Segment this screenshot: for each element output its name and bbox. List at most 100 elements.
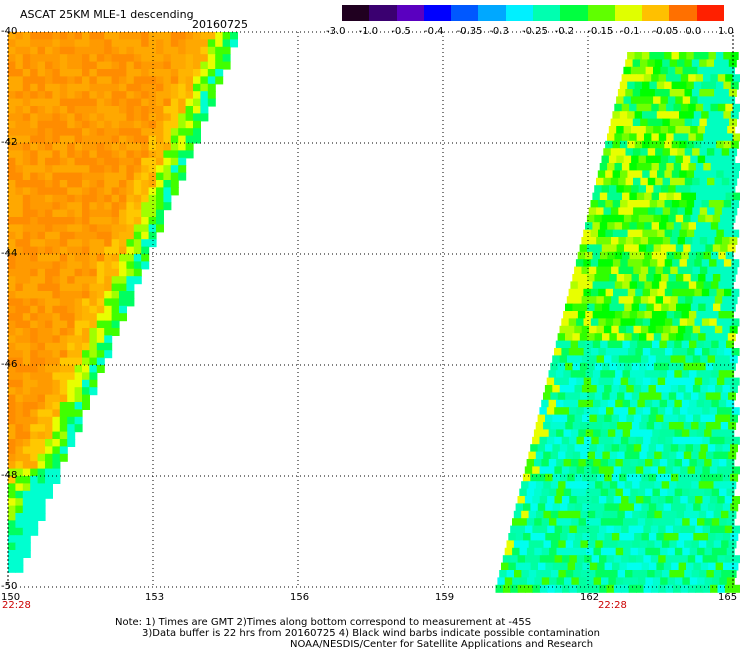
swath-cell (626, 355, 635, 364)
swath-cell (634, 170, 643, 179)
swath-cell (59, 298, 68, 307)
swath-cell (705, 185, 714, 194)
swath-cell (670, 207, 679, 216)
swath-cell (607, 370, 616, 379)
swath-cell (15, 298, 24, 307)
swath-cell (637, 459, 646, 467)
swath-cell (606, 407, 614, 416)
swath-cell (30, 268, 39, 277)
swath-cell (625, 570, 633, 578)
swath-cell (74, 46, 83, 55)
swath-cell (82, 194, 90, 203)
swath-cell (688, 311, 697, 319)
swath-cell (590, 200, 599, 208)
swath-cell (550, 422, 559, 430)
swath-cell (8, 194, 16, 203)
swath-cell (701, 52, 710, 60)
swath-cell (652, 547, 661, 556)
swath-cell (193, 128, 201, 137)
swath-cell (596, 355, 605, 364)
swath-cell (52, 320, 61, 329)
swath-cell (731, 229, 740, 238)
swath-cell (704, 96, 713, 105)
swath-cell (717, 525, 726, 534)
swath-cell (37, 498, 46, 507)
swath-cell (666, 103, 675, 112)
swath-cell (22, 365, 31, 373)
swath-cell (723, 259, 732, 268)
swath-cell (633, 207, 642, 216)
swath-cell (594, 274, 603, 282)
swath-cell (636, 251, 645, 260)
swath-cell (111, 128, 120, 137)
swath-cell (588, 207, 597, 216)
swath-cell (37, 180, 46, 188)
swath-cell (617, 451, 626, 460)
swath-cell (689, 577, 698, 586)
swath-cell (67, 98, 76, 107)
swath-cell (193, 91, 201, 100)
swath-cell (96, 46, 105, 55)
swath-cell (650, 436, 659, 445)
swath-cell (30, 106, 39, 114)
swath-cell (622, 192, 630, 201)
swath-cell (532, 555, 541, 564)
swath-cell (614, 281, 623, 290)
swath-cell (632, 59, 641, 68)
swath-cell (89, 387, 98, 396)
swath-cell (604, 385, 613, 393)
swath-cell (215, 54, 224, 63)
swath-cell (74, 157, 83, 166)
swath-cell (82, 32, 90, 40)
swath-cell (710, 222, 719, 231)
swath-cell (672, 436, 681, 445)
swath-cell (709, 348, 718, 356)
swath-cell (45, 372, 53, 381)
swath-cell (570, 311, 579, 319)
swath-cell (709, 436, 718, 445)
swath-cell (539, 496, 548, 504)
swath-cell (52, 180, 61, 188)
swath-cell (82, 261, 90, 270)
swath-cell (526, 547, 535, 556)
swath-cell (679, 259, 688, 268)
swath-cell (703, 192, 712, 201)
colorbar-tick-label: -0.4 (424, 26, 444, 37)
swath-cell (59, 113, 68, 122)
swath-cell (22, 468, 31, 477)
swath-cell (22, 372, 31, 381)
swath-cell (8, 439, 16, 447)
swath-cell (706, 59, 715, 68)
swath-cell (647, 540, 656, 549)
swath-cell (634, 562, 643, 571)
swath-cell (676, 510, 685, 519)
swath-cell (710, 584, 719, 593)
swath-cell (633, 325, 642, 334)
swath-cell (646, 422, 655, 430)
swath-cell (126, 172, 135, 181)
swath-cell (619, 562, 628, 571)
swath-cell (59, 231, 68, 240)
swath-cell (119, 135, 127, 144)
swath-cell (133, 83, 142, 92)
swath-cell (215, 39, 224, 48)
swath-cell (15, 268, 24, 277)
swath-cell (606, 555, 615, 564)
swath-cell (598, 377, 607, 386)
swath-cell (571, 518, 580, 527)
swath-cell (729, 177, 738, 186)
swath-cell (148, 239, 157, 248)
swath-cell (89, 350, 98, 359)
swath-cell (645, 459, 653, 467)
swath-cell (716, 229, 725, 238)
swath-cell (713, 303, 721, 312)
swath-cell (658, 584, 667, 593)
swath-cell (200, 69, 209, 77)
swath-cell (721, 177, 730, 186)
swath-cell (664, 81, 673, 90)
swath-cell (59, 268, 68, 277)
lat-label: -44 (1, 248, 18, 259)
swath-cell (659, 459, 668, 467)
swath-cell (607, 311, 616, 319)
swath-cell (535, 422, 544, 430)
